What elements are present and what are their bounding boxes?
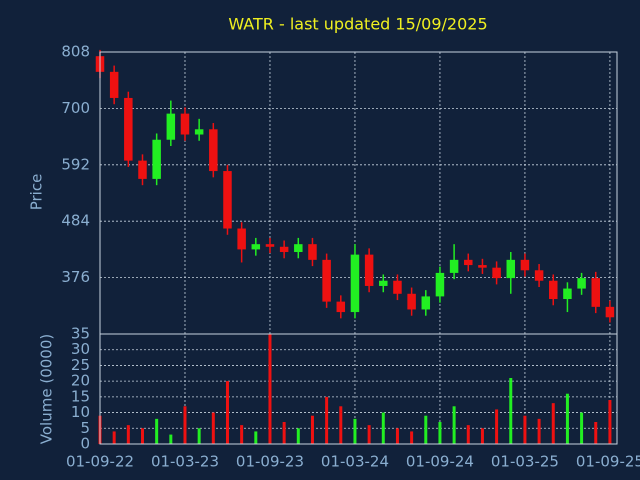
volume-bar bbox=[523, 415, 527, 444]
candle-body bbox=[393, 280, 402, 294]
volume-bar bbox=[240, 425, 244, 444]
chart-title: WATR - last updated 15/09/2025 bbox=[228, 15, 487, 34]
candle-body bbox=[152, 139, 161, 179]
candle-body bbox=[209, 129, 218, 172]
y-tick-label: 376 bbox=[61, 268, 90, 286]
volume-bar bbox=[381, 412, 385, 444]
volume-tick-label: 15 bbox=[71, 387, 90, 405]
candle-body bbox=[265, 244, 275, 247]
volume-bar bbox=[410, 431, 414, 444]
candle-body bbox=[308, 244, 317, 260]
volume-bar bbox=[296, 428, 300, 444]
volume-bar bbox=[310, 415, 314, 444]
volume-tick-label: 30 bbox=[71, 340, 90, 358]
volume-tick-label: 10 bbox=[71, 403, 90, 421]
volume-bar bbox=[268, 334, 272, 444]
volume-tick-label: 20 bbox=[71, 372, 90, 390]
candle-body bbox=[435, 272, 445, 297]
candle-body bbox=[464, 259, 473, 266]
volume-bar bbox=[126, 425, 130, 444]
candle-body bbox=[478, 265, 487, 268]
candle-body bbox=[223, 171, 232, 229]
x-tick-label: 01-03-24 bbox=[321, 453, 389, 471]
volume-tick-label: 25 bbox=[71, 356, 90, 374]
y-axis-label: Price bbox=[28, 174, 46, 211]
candle-body bbox=[506, 259, 516, 279]
candle-body bbox=[237, 228, 246, 250]
candle-body bbox=[350, 254, 360, 313]
volume-bar bbox=[608, 400, 612, 444]
volume-frame bbox=[99, 333, 618, 445]
volume-bar bbox=[395, 428, 399, 444]
volume-tick-label: 5 bbox=[80, 419, 90, 437]
volume-tick-label: 0 bbox=[80, 435, 90, 453]
candle-body bbox=[166, 113, 176, 140]
volume-bar bbox=[169, 434, 173, 444]
volume-bar bbox=[325, 396, 329, 444]
candle-body bbox=[549, 280, 558, 300]
candle-body bbox=[180, 113, 190, 135]
volume-bar bbox=[282, 422, 286, 444]
volume-bar bbox=[112, 431, 116, 444]
y-tick-label: 592 bbox=[61, 155, 90, 173]
candle-body bbox=[449, 259, 459, 273]
volume-bar bbox=[565, 393, 569, 444]
volume-bar bbox=[339, 406, 343, 444]
candle-body bbox=[534, 270, 544, 281]
volume-bar bbox=[452, 406, 456, 444]
volume-bar bbox=[197, 428, 201, 444]
y-tick-label: 484 bbox=[61, 212, 90, 230]
candle-body bbox=[605, 306, 615, 318]
volume-bar bbox=[438, 422, 442, 444]
candle-body bbox=[577, 278, 586, 289]
volume-bar bbox=[594, 422, 598, 444]
candle-body bbox=[251, 244, 261, 250]
candle-body bbox=[492, 267, 501, 279]
candle-body bbox=[407, 293, 416, 310]
candle-body bbox=[322, 259, 331, 302]
volume-bar bbox=[509, 378, 513, 444]
candle-body bbox=[336, 301, 346, 313]
volume-bar bbox=[495, 409, 499, 444]
candle-body bbox=[138, 160, 147, 179]
volume-bar bbox=[367, 425, 371, 444]
volume-bar bbox=[183, 406, 187, 444]
candle-body bbox=[294, 244, 303, 253]
x-tick-label: 01-09-23 bbox=[236, 453, 304, 471]
candle-body bbox=[379, 280, 388, 286]
candle-body bbox=[109, 71, 119, 98]
x-tick-label: 01-09-22 bbox=[66, 453, 134, 471]
volume-bar bbox=[140, 428, 144, 444]
candle-body bbox=[421, 296, 431, 310]
volume-tick-label: 35 bbox=[71, 325, 90, 343]
x-tick-label: 01-09-25 bbox=[576, 453, 640, 471]
volume-bar bbox=[424, 415, 428, 444]
y-tick-label: 700 bbox=[61, 99, 90, 117]
x-tick-label: 01-03-23 bbox=[151, 453, 219, 471]
volume-bar bbox=[580, 412, 584, 444]
volume-bar bbox=[537, 418, 541, 444]
candle-body bbox=[124, 97, 133, 161]
candle-body bbox=[194, 129, 204, 135]
volume-bar bbox=[211, 412, 215, 444]
volume-bar bbox=[225, 381, 229, 444]
candle-body bbox=[591, 278, 601, 307]
volume-bar bbox=[353, 418, 357, 444]
volume-bar bbox=[466, 425, 470, 444]
y-tick-label: 808 bbox=[61, 43, 90, 61]
candle-body bbox=[279, 246, 289, 253]
volume-bar bbox=[155, 418, 159, 444]
volume-bar bbox=[480, 428, 484, 444]
volume-bar bbox=[551, 403, 555, 444]
candle-body bbox=[520, 259, 530, 271]
volume-axis-label: Volume (0000) bbox=[38, 334, 56, 444]
candle-body bbox=[364, 254, 374, 286]
x-tick-label: 01-09-24 bbox=[406, 453, 474, 471]
volume-bar bbox=[254, 431, 258, 444]
candle-body bbox=[563, 288, 572, 300]
x-tick-label: 01-03-25 bbox=[491, 453, 559, 471]
